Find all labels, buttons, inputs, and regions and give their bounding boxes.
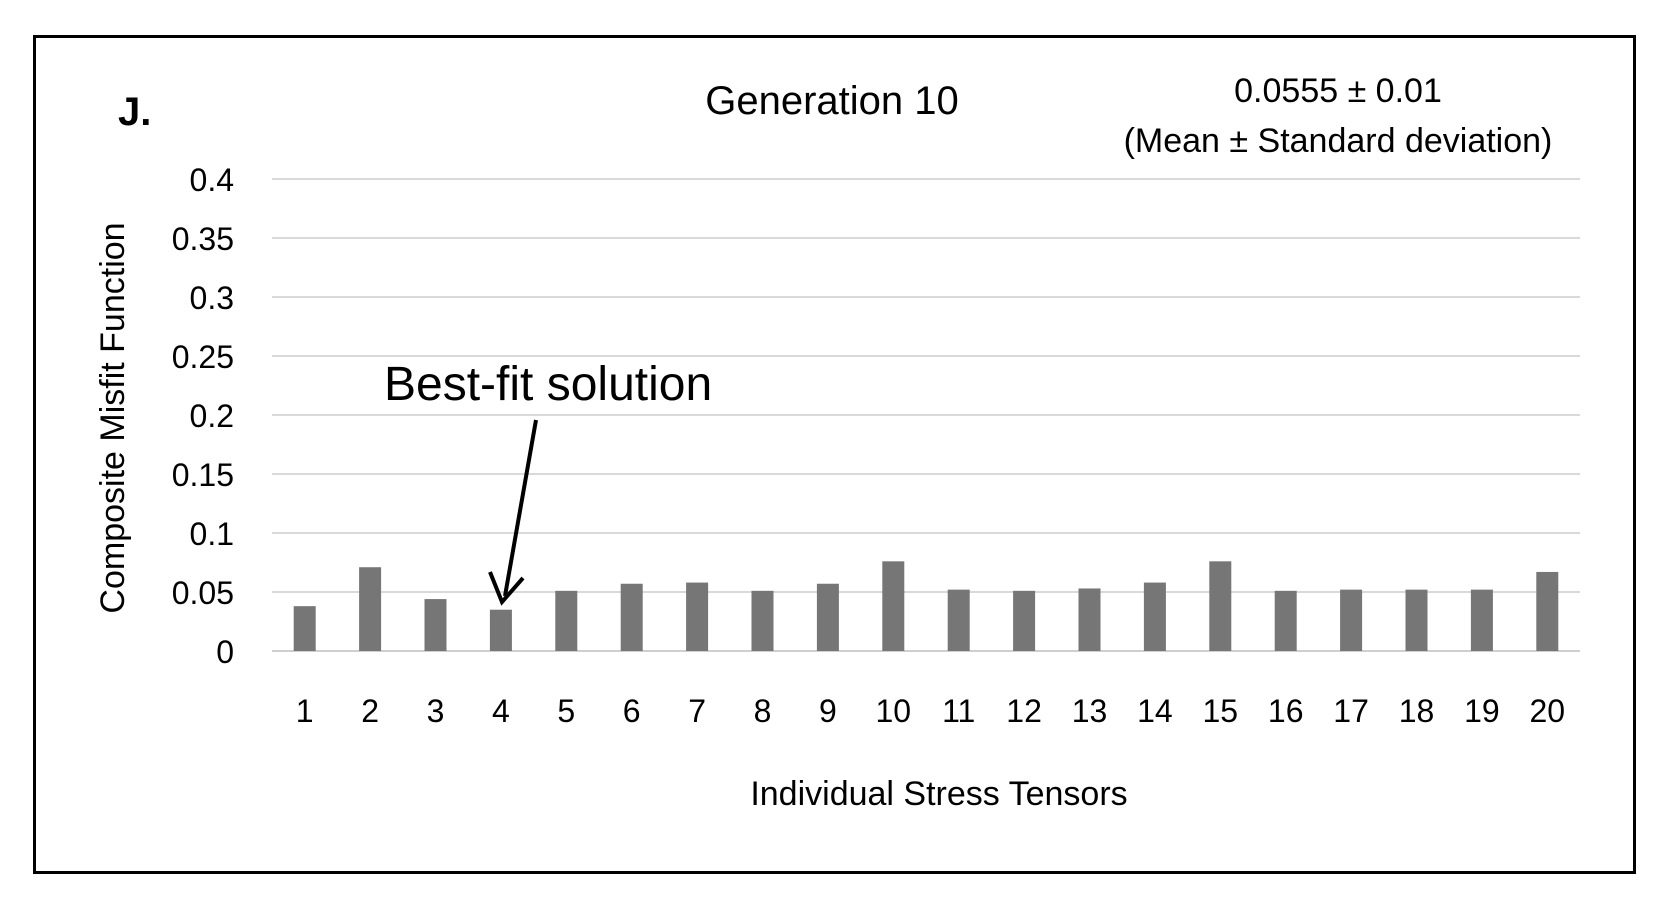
bar-13 [1078, 588, 1101, 651]
x-tick-label: 8 [754, 693, 772, 729]
bar-5 [555, 590, 578, 651]
x-tick-label: 17 [1333, 693, 1369, 729]
x-tick-label: 9 [819, 693, 837, 729]
stats-mean-sd: 0.0555 ± 0.01 [1234, 72, 1442, 110]
bar-10 [882, 561, 905, 651]
bar-11 [947, 589, 970, 651]
bar-19 [1470, 589, 1493, 651]
panel-label: J. [118, 90, 151, 134]
x-tick-labels: 1 2 3 4 5 6 7 8 9 10 11 12 13 14 15 16 17 18 19 20 [296, 693, 1565, 729]
stats-caption: (Mean ± Standard deviation) [1124, 122, 1553, 160]
y-tick-label: 0.1 [190, 516, 234, 552]
x-tick-label: 16 [1268, 693, 1304, 729]
x-tick-label: 11 [942, 693, 975, 729]
bar-8 [751, 590, 774, 651]
gridlines [272, 178, 1580, 652]
y-tick-label: 0.35 [172, 221, 234, 257]
bars [293, 561, 1559, 651]
y-tick-label: 0.05 [172, 575, 234, 611]
x-tick-label: 12 [1006, 693, 1042, 729]
bar-7 [686, 582, 709, 651]
x-tick-label: 5 [557, 693, 575, 729]
bar-6 [620, 583, 643, 651]
bar-18 [1405, 589, 1428, 651]
x-tick-label: 6 [623, 693, 641, 729]
y-tick-label: 0.3 [190, 280, 234, 316]
x-tick-label: 2 [361, 693, 379, 729]
x-tick-label: 14 [1137, 693, 1173, 729]
figure-frame [33, 35, 1636, 874]
bar-9 [816, 583, 839, 651]
bar-16 [1274, 590, 1297, 651]
bar-12 [1013, 590, 1036, 651]
x-tick-label: 13 [1072, 693, 1108, 729]
y-tick-labels: 0 0.05 0.1 0.15 0.2 0.25 0.3 0.35 0.4 [172, 162, 234, 670]
bar-14 [1143, 582, 1166, 651]
x-tick-label: 19 [1464, 693, 1500, 729]
y-tick-label: 0.4 [190, 162, 234, 198]
bar-2 [359, 567, 382, 651]
x-tick-label: 15 [1203, 693, 1239, 729]
arrow-head [488, 571, 525, 606]
annotation-arrow [488, 419, 538, 606]
y-axis-label: Composite Misfit Function [94, 222, 132, 613]
best-fit-annotation: Best-fit solution [384, 358, 712, 411]
x-tick-label: 10 [876, 693, 912, 729]
bar-17 [1340, 589, 1363, 651]
y-tick-label: 0.25 [172, 339, 234, 375]
x-axis-label: Individual Stress Tensors [750, 775, 1127, 813]
x-tick-label: 1 [296, 693, 314, 729]
y-tick-label: 0 [216, 634, 234, 670]
arrow-shaft [503, 419, 538, 597]
bar-20 [1536, 571, 1559, 651]
x-tick-label: 18 [1399, 693, 1435, 729]
bar-1 [293, 606, 316, 651]
x-tick-label: 4 [492, 693, 510, 729]
x-tick-label: 3 [427, 693, 445, 729]
y-tick-label: 0.2 [190, 398, 234, 434]
x-tick-label: 7 [688, 693, 706, 729]
x-tick-label: 20 [1530, 693, 1566, 729]
y-tick-label: 0.15 [172, 457, 234, 493]
chart-title: Generation 10 [705, 79, 959, 123]
bar-15 [1209, 561, 1232, 651]
bar-3 [424, 599, 447, 651]
bar-4 [489, 609, 512, 651]
